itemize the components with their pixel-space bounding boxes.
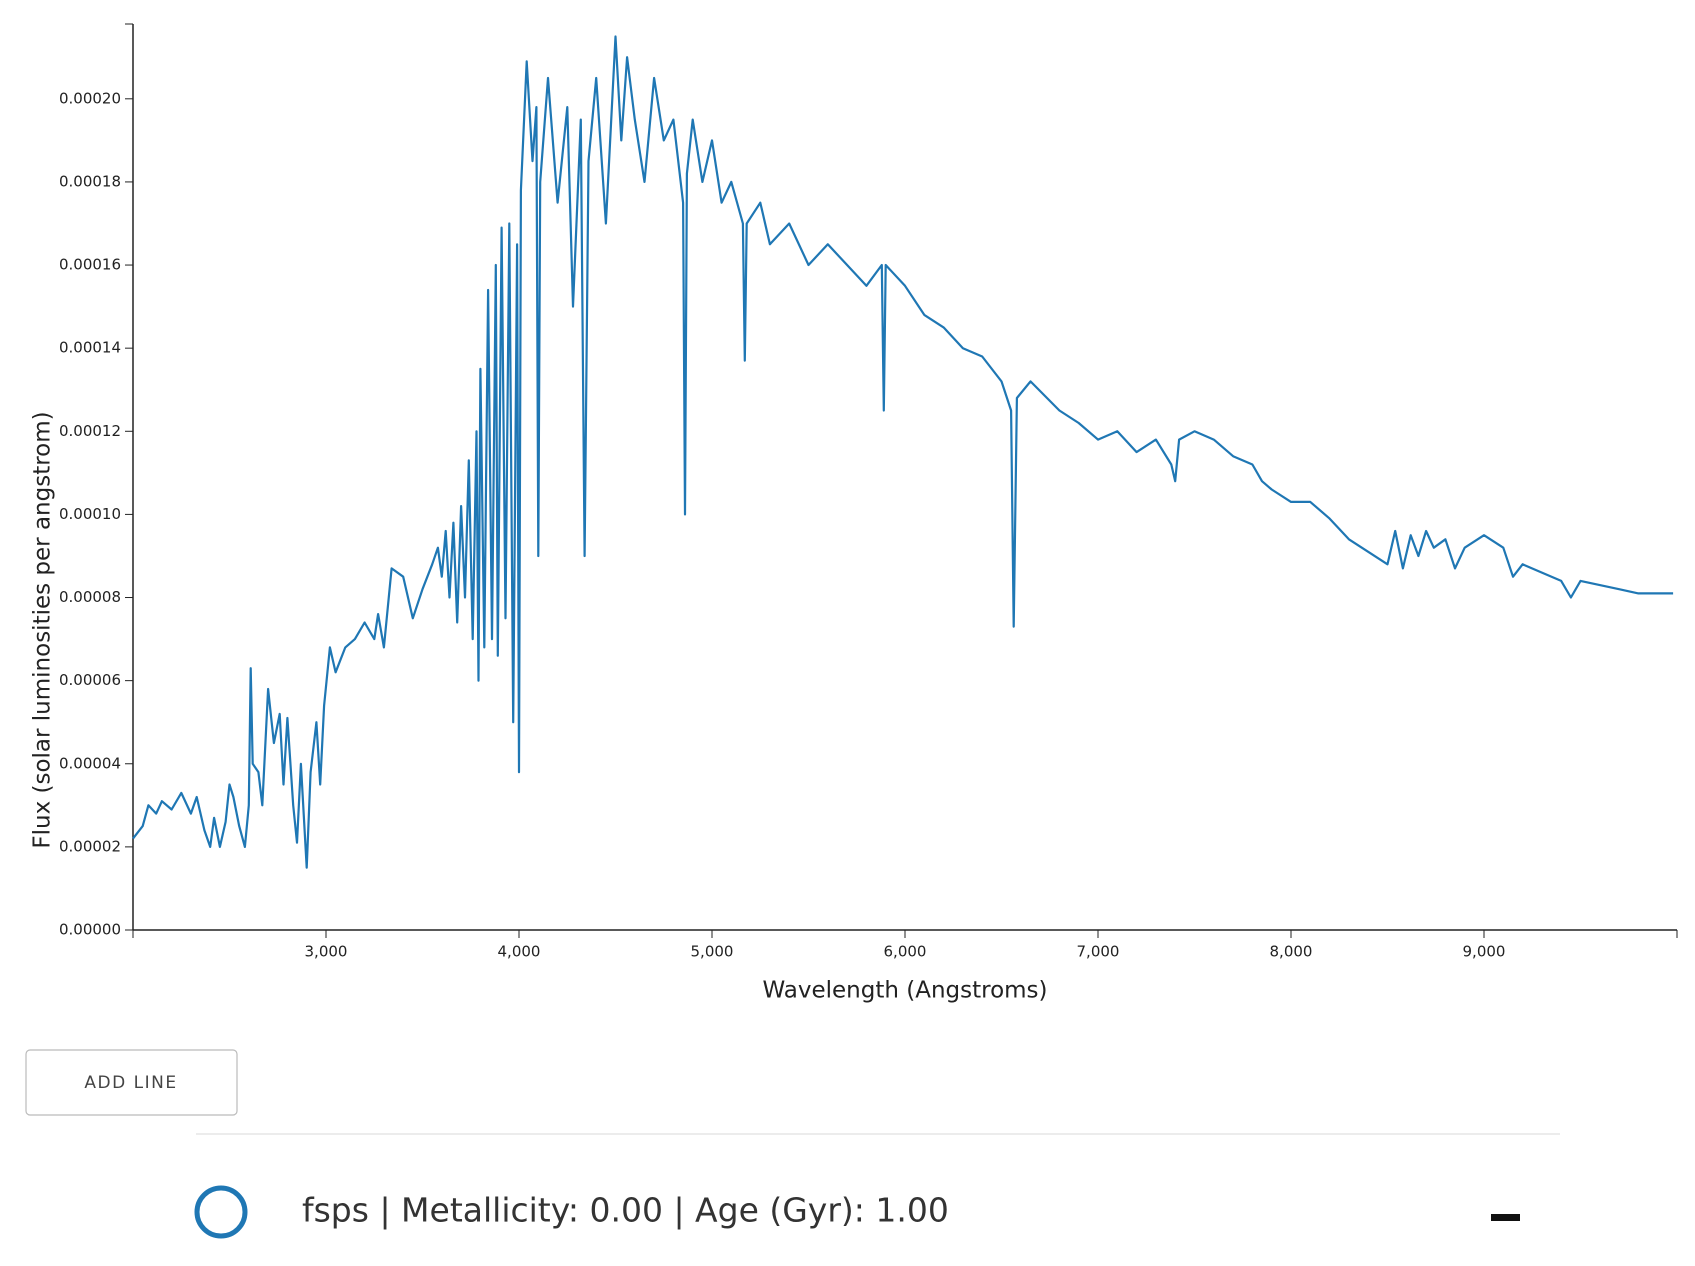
x-tick-label: 5,000 [691, 943, 734, 961]
y-tick-label: 0.00006 [59, 671, 121, 689]
x-tick-label: 4,000 [498, 943, 541, 961]
add-line-button[interactable]: ADD LINE [25, 1049, 238, 1116]
y-tick-label: 0.00016 [59, 256, 121, 274]
y-tick-label: 0.00004 [59, 754, 121, 772]
button-frame[interactable] [25, 1049, 238, 1116]
y-tick-label: 0.00002 [59, 837, 121, 855]
y-axis-label: Flux (solar luminosities per angstrom) [30, 411, 56, 848]
remove-line-button[interactable] [1491, 1214, 1520, 1221]
y-tick-label: 0.00008 [59, 588, 121, 606]
y-tick-label: 0.00014 [59, 339, 121, 357]
x-tick-label: 3,000 [305, 943, 348, 961]
x-tick-label: 9,000 [1463, 943, 1506, 961]
button-label[interactable]: ADD LINE [84, 1073, 177, 1093]
line-label: fsps | Metallicity: 0.00 | Age (Gyr): 1.… [302, 1191, 949, 1230]
x-tick-label: 8,000 [1270, 943, 1313, 961]
y-tick-label: 0.00020 [59, 89, 121, 107]
y-tick-label: 0.00018 [59, 172, 121, 190]
y-tick-label: 0.00010 [59, 505, 121, 523]
spectrum-line [132, 35, 1674, 869]
y-tick-label: 0.00000 [59, 921, 121, 939]
x-axis-label: Wavelength (Angstroms) [762, 978, 1047, 1004]
x-tick-label: 6,000 [884, 943, 927, 961]
x-tick-label: 7,000 [1077, 943, 1120, 961]
line-color-toggle[interactable] [194, 1185, 248, 1239]
y-tick-label: 0.00012 [59, 422, 121, 440]
